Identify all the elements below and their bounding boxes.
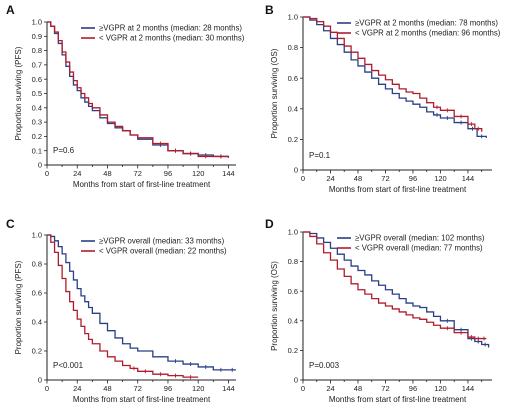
y-tick-label: 0.2 — [32, 132, 42, 141]
p-value-annotation: P=0.1 — [309, 151, 331, 160]
p-value-annotation: P<0.001 — [53, 361, 84, 370]
series-line-below-vgpr — [303, 16, 483, 132]
y-tick-label: 0.4 — [288, 104, 298, 113]
y-tick-label: 0.3 — [32, 118, 42, 127]
x-tick-label: 96 — [164, 169, 172, 178]
x-axis-label: Months from start of first-line treatmen… — [329, 185, 467, 194]
x-tick-label: 72 — [381, 174, 389, 183]
y-tick-label: 0.2 — [288, 346, 298, 355]
legend-entry: < VGPR at 2 months (median: 30 months) — [99, 34, 245, 43]
y-tick-label: 0.8 — [32, 46, 42, 55]
y-tick-label: 0 — [294, 376, 298, 385]
x-tick-label: 144 — [222, 384, 235, 393]
y-tick-label: 0.8 — [288, 257, 298, 266]
y-tick-label: 0 — [38, 376, 42, 385]
x-tick-label: 0 — [301, 384, 305, 393]
chart-panel-c: C 0 0.2 0.4 0.6 0.8 1.0 0 24 48 72 96 120 144 Months f… — [6, 217, 236, 404]
x-axis-label: Months from start of first-line treatmen… — [329, 395, 467, 404]
y-tick-label: 0.6 — [288, 287, 298, 296]
y-tick-label: 0.1 — [32, 146, 42, 155]
y-tick-label: 0.2 — [32, 347, 42, 356]
x-tick-label: 0 — [45, 384, 49, 393]
x-tick-label: 48 — [103, 384, 111, 393]
p-value-annotation: P=0.6 — [53, 146, 75, 155]
y-axis-label: Proportion surviving (OS) — [270, 48, 279, 138]
x-tick-label: 48 — [103, 169, 111, 178]
panel-label: B — [265, 3, 274, 17]
p-value-annotation: P=0.003 — [309, 361, 340, 370]
x-tick-label: 144 — [222, 169, 235, 178]
x-tick-label: 120 — [434, 174, 447, 183]
x-tick-label: 24 — [73, 384, 81, 393]
x-tick-label: 72 — [134, 384, 142, 393]
panel-label: A — [6, 3, 15, 17]
y-tick-label: 1.0 — [288, 228, 298, 237]
y-tick-label: 1.0 — [32, 231, 42, 240]
y-axis-label: Proportion surviving (OS) — [270, 261, 279, 351]
x-axis-label: Months from start of first-line treatmen… — [73, 180, 211, 189]
y-tick-label: 0.6 — [288, 74, 298, 83]
legend-entry: < VGPR at 2 months (median: 96 months) — [355, 29, 501, 38]
x-tick-label: 96 — [409, 384, 417, 393]
x-tick-label: 24 — [326, 174, 334, 183]
y-tick-label: 0.4 — [288, 316, 298, 325]
legend-entry: ≥VGPR overall (median: 102 months) — [355, 234, 485, 243]
chart-panel-a: A 0 0.1 0.2 0.3 0.4 0.5 0.6 0.7 0.8 0.9 1.0 0 24 48 72 9… — [6, 3, 245, 189]
x-tick-label: 144 — [462, 174, 475, 183]
y-tick-label: 0.4 — [32, 318, 42, 327]
x-tick-label: 0 — [301, 174, 305, 183]
y-axis-label: Proportion surviving (PFS) — [14, 260, 23, 354]
legend-entry: < VGPR overall (median: 77 months) — [355, 244, 483, 253]
x-tick-label: 48 — [354, 384, 362, 393]
x-tick-label: 96 — [409, 174, 417, 183]
y-tick-label: 0.2 — [288, 135, 298, 144]
y-axis-label: Proportion surviving (PFS) — [14, 46, 23, 140]
series-line-below-vgpr — [47, 234, 199, 378]
x-tick-label: 144 — [462, 384, 475, 393]
x-tick-label: 48 — [354, 174, 362, 183]
x-tick-label: 0 — [45, 169, 49, 178]
series-line-vgpr-or-better — [47, 234, 236, 371]
y-tick-label: 0.5 — [32, 89, 42, 98]
x-tick-label: 72 — [381, 384, 389, 393]
x-tick-label: 120 — [434, 384, 447, 393]
x-tick-label: 96 — [164, 384, 172, 393]
x-tick-label: 72 — [134, 169, 142, 178]
y-tick-label: 0.8 — [288, 43, 298, 52]
x-tick-label: 120 — [192, 169, 205, 178]
legend-entry: ≥VGPR at 2 months (median: 28 months) — [99, 24, 242, 33]
y-tick-label: 0 — [38, 161, 42, 170]
legend-entry: < VGPR overall (median: 22 months) — [99, 247, 227, 256]
series-line-vgpr-or-better — [303, 16, 487, 138]
y-tick-label: 1.0 — [32, 18, 42, 27]
legend-entry: ≥VGPR at 2 months (median: 78 months) — [355, 19, 498, 28]
y-tick-label: 0.9 — [32, 32, 42, 41]
x-tick-label: 24 — [73, 169, 81, 178]
series-line-below-vgpr — [303, 231, 487, 340]
y-tick-label: 0 — [294, 166, 298, 175]
y-tick-label: 0.6 — [32, 289, 42, 298]
chart-panel-d: D 0 0.2 0.4 0.6 0.8 1.0 0 24 48 72 96 120 144 Months f… — [265, 217, 492, 404]
x-tick-label: 24 — [326, 384, 334, 393]
y-tick-label: 0.6 — [32, 75, 42, 84]
series-line-below-vgpr — [47, 21, 230, 158]
x-axis-label: Months from start of first-line treatmen… — [73, 395, 211, 404]
y-tick-label: 0.4 — [32, 103, 42, 112]
series-line-vgpr-or-better — [303, 231, 490, 348]
legend-entry: ≥VGPR overall (median: 33 months) — [99, 237, 225, 246]
panel-label: D — [265, 217, 274, 231]
chart-panel-b: B 0 0.2 0.4 0.6 0.8 1.0 0 24 48 72 96 120 144 Months f… — [265, 3, 501, 194]
y-tick-label: 1.0 — [288, 13, 298, 22]
x-tick-label: 120 — [192, 384, 205, 393]
panel-label: C — [6, 217, 15, 231]
y-tick-label: 0.7 — [32, 61, 42, 70]
y-tick-label: 0.8 — [32, 260, 42, 269]
